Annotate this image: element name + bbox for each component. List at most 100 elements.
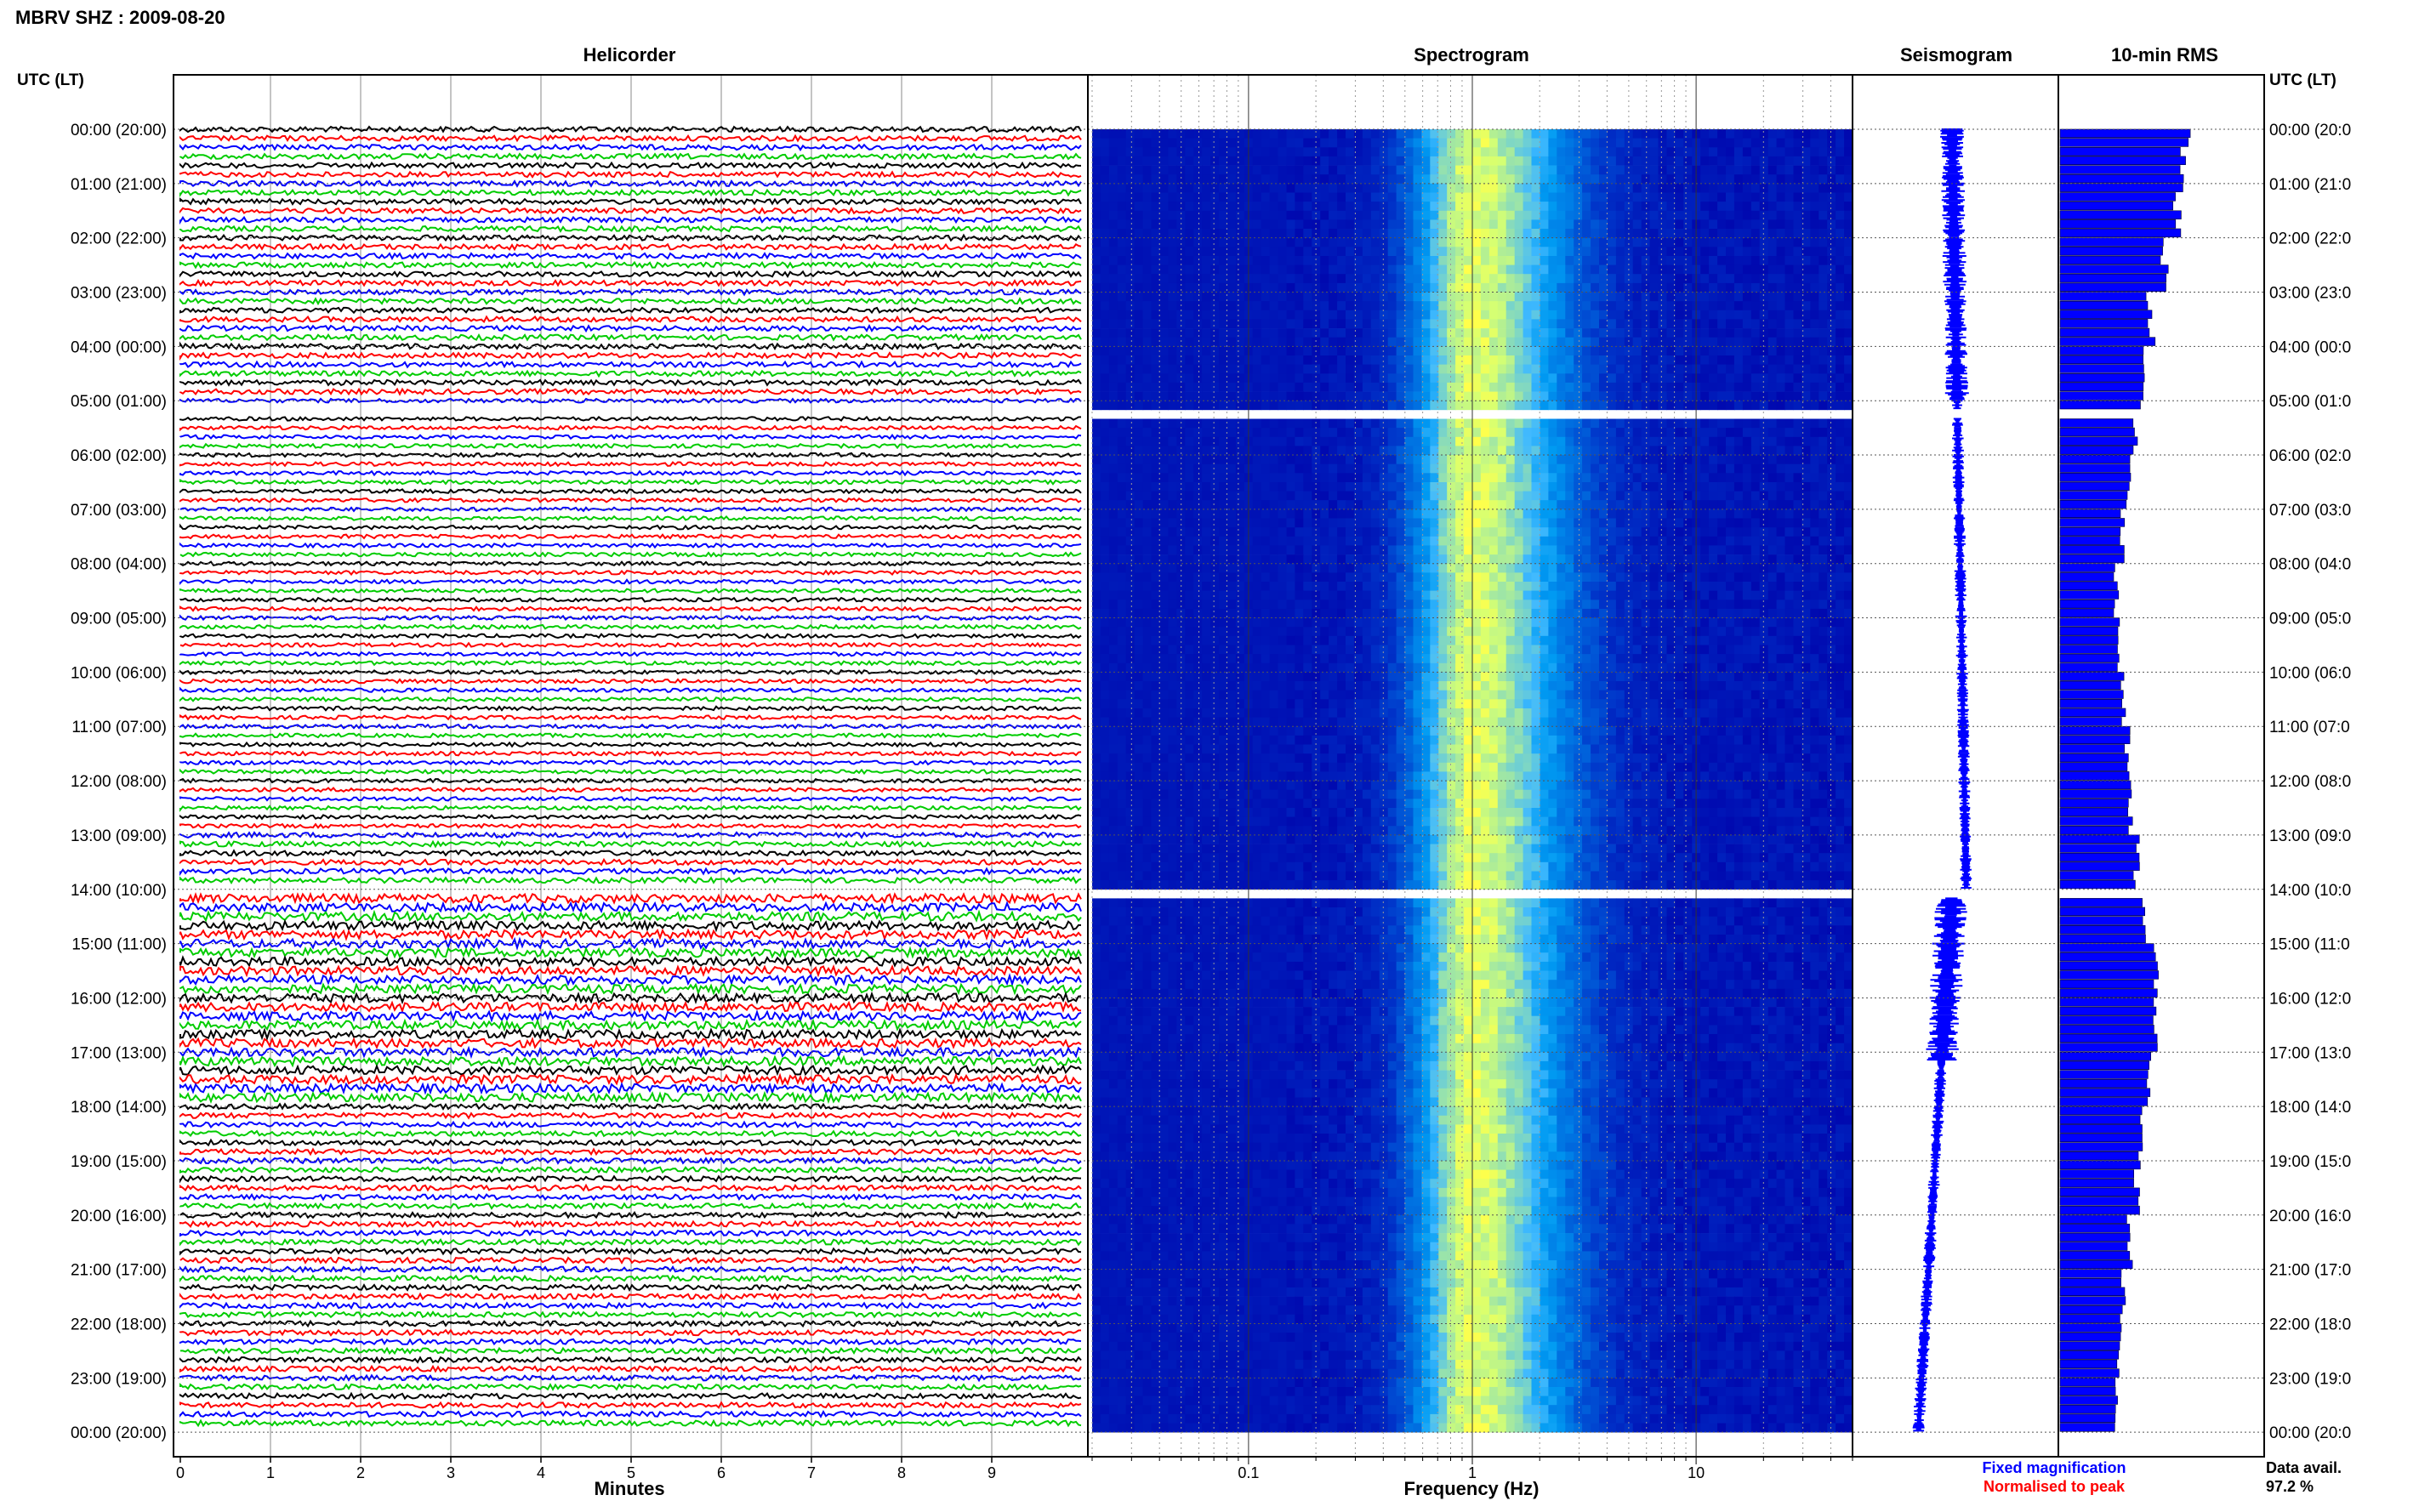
spectrogram-cell bbox=[1142, 282, 1153, 293]
spectrogram-cell bbox=[1632, 455, 1642, 464]
spectrogram-cell bbox=[1836, 491, 1845, 501]
spectrogram-cell bbox=[1784, 292, 1794, 302]
spectrogram-cell bbox=[1700, 500, 1710, 510]
spectrogram-cell bbox=[1387, 147, 1397, 157]
spectrogram-cell bbox=[1733, 202, 1744, 212]
spectrogram-cell bbox=[1303, 446, 1312, 456]
spectrogram-cell bbox=[1286, 202, 1295, 212]
spectrogram-cell bbox=[1582, 346, 1591, 356]
spectrogram-cell bbox=[1320, 491, 1329, 501]
spectrogram-cell bbox=[1480, 282, 1490, 293]
spectrogram-cell bbox=[1168, 292, 1177, 302]
spectrogram-cell bbox=[1607, 401, 1617, 411]
spectrogram-cell bbox=[1683, 229, 1693, 238]
spectrogram-cell bbox=[1607, 319, 1617, 329]
spectrogram-cell bbox=[1793, 401, 1802, 411]
spectrogram-cell bbox=[1438, 337, 1448, 347]
spectrogram-cell bbox=[1379, 608, 1389, 618]
spectrogram-cell bbox=[1379, 536, 1389, 546]
spectrogram-cell bbox=[1776, 391, 1786, 401]
spectrogram-cell bbox=[1733, 608, 1744, 618]
spectrogram-cell bbox=[1185, 527, 1194, 537]
spectrogram-cell bbox=[1151, 600, 1160, 610]
spectrogram-cell bbox=[1801, 138, 1811, 148]
spectrogram-cell bbox=[1108, 401, 1118, 411]
spectrogram-cell bbox=[1497, 590, 1507, 600]
spectrogram-cell bbox=[1565, 192, 1574, 202]
helicorder-trace bbox=[179, 623, 1082, 630]
spectrogram-cell bbox=[1134, 554, 1144, 565]
spectrogram-cell bbox=[1607, 582, 1617, 591]
spectrogram-cell bbox=[1168, 428, 1177, 438]
spectrogram-cell bbox=[1278, 256, 1287, 265]
spectrogram-cell bbox=[1210, 518, 1220, 528]
spectrogram-cell bbox=[1346, 500, 1355, 510]
spectrogram-cell bbox=[1185, 563, 1194, 573]
spectrogram-cell bbox=[1497, 256, 1507, 265]
spectrogram-cell bbox=[1540, 156, 1549, 166]
spectrogram-cell bbox=[1159, 192, 1169, 202]
spectrogram-cell bbox=[1312, 282, 1321, 293]
spectrogram-cell bbox=[1447, 590, 1456, 600]
spectrogram-cell bbox=[1413, 301, 1422, 311]
spectrogram-cell bbox=[1548, 509, 1557, 519]
spectrogram-cell bbox=[1810, 418, 1819, 429]
spectrogram-cell bbox=[1591, 210, 1600, 220]
spectrogram-cell bbox=[1836, 219, 1845, 230]
spectrogram-cell bbox=[1557, 500, 1566, 510]
spectrogram-cell bbox=[1632, 210, 1642, 220]
spectrogram-cell bbox=[1624, 482, 1634, 492]
spectrogram-cell bbox=[1168, 355, 1177, 365]
spectrogram-cell bbox=[1134, 256, 1144, 265]
spectrogram-cell bbox=[1269, 129, 1279, 139]
spectrogram-cell bbox=[1649, 183, 1659, 193]
helicorder-trace bbox=[179, 378, 1082, 387]
spectrogram-cell bbox=[1514, 219, 1524, 230]
spectrogram-cell bbox=[1784, 247, 1794, 257]
spectrogram-cell bbox=[1235, 256, 1245, 265]
spectrogram-cell bbox=[1683, 256, 1693, 265]
spectrogram-cell bbox=[1793, 428, 1802, 438]
spectrogram-cell bbox=[1607, 391, 1617, 401]
spectrogram-cell bbox=[1337, 428, 1346, 438]
spectrogram-cell bbox=[1159, 582, 1169, 591]
spectrogram-cell bbox=[1801, 509, 1811, 519]
spectrogram-cell bbox=[1421, 509, 1431, 519]
spectrogram-cell bbox=[1151, 590, 1160, 600]
spectrogram-cell bbox=[1827, 237, 1836, 247]
spectrogram-cell bbox=[1430, 183, 1439, 193]
spectrogram-cell bbox=[1591, 355, 1600, 365]
spectrogram-cell bbox=[1312, 174, 1321, 185]
spectrogram-cell bbox=[1523, 174, 1533, 185]
spectrogram-cell bbox=[1295, 328, 1304, 338]
spectrogram-cell bbox=[1404, 355, 1414, 365]
spectrogram-cell bbox=[1591, 455, 1600, 464]
spectrogram-cell bbox=[1819, 509, 1828, 519]
spectrogram-cell bbox=[1100, 617, 1110, 628]
spectrogram-cell bbox=[1717, 590, 1727, 600]
spectrogram-cell bbox=[1810, 274, 1819, 284]
helicorder-trace bbox=[179, 1364, 1082, 1373]
spectrogram-cell bbox=[1523, 337, 1533, 347]
spectrogram-cell bbox=[1337, 301, 1346, 311]
spectrogram-cell bbox=[1235, 518, 1245, 528]
spectrogram-cell bbox=[1726, 418, 1735, 429]
spectrogram-cell bbox=[1100, 210, 1110, 220]
spectrogram-cell bbox=[1793, 563, 1802, 573]
spectrogram-cell bbox=[1615, 129, 1625, 139]
spectrogram-cell bbox=[1675, 572, 1684, 583]
spectrogram-cell bbox=[1514, 147, 1524, 157]
spectrogram-cell bbox=[1514, 491, 1524, 501]
spectrogram-cell bbox=[1117, 174, 1127, 185]
spectrogram-cell bbox=[1269, 192, 1279, 202]
spectrogram-cell bbox=[1329, 401, 1338, 411]
spectrogram-cell bbox=[1353, 138, 1363, 148]
spectrogram-cell bbox=[1362, 455, 1372, 464]
spectrogram-row bbox=[1092, 319, 1853, 329]
spectrogram-cell bbox=[1168, 608, 1177, 618]
spectrogram-cell bbox=[1379, 463, 1389, 474]
spectrogram-cell bbox=[1726, 518, 1735, 528]
spectrogram-cell bbox=[1649, 219, 1659, 230]
spectrogram-cell bbox=[1430, 147, 1439, 157]
spectrogram-cell bbox=[1641, 491, 1651, 501]
